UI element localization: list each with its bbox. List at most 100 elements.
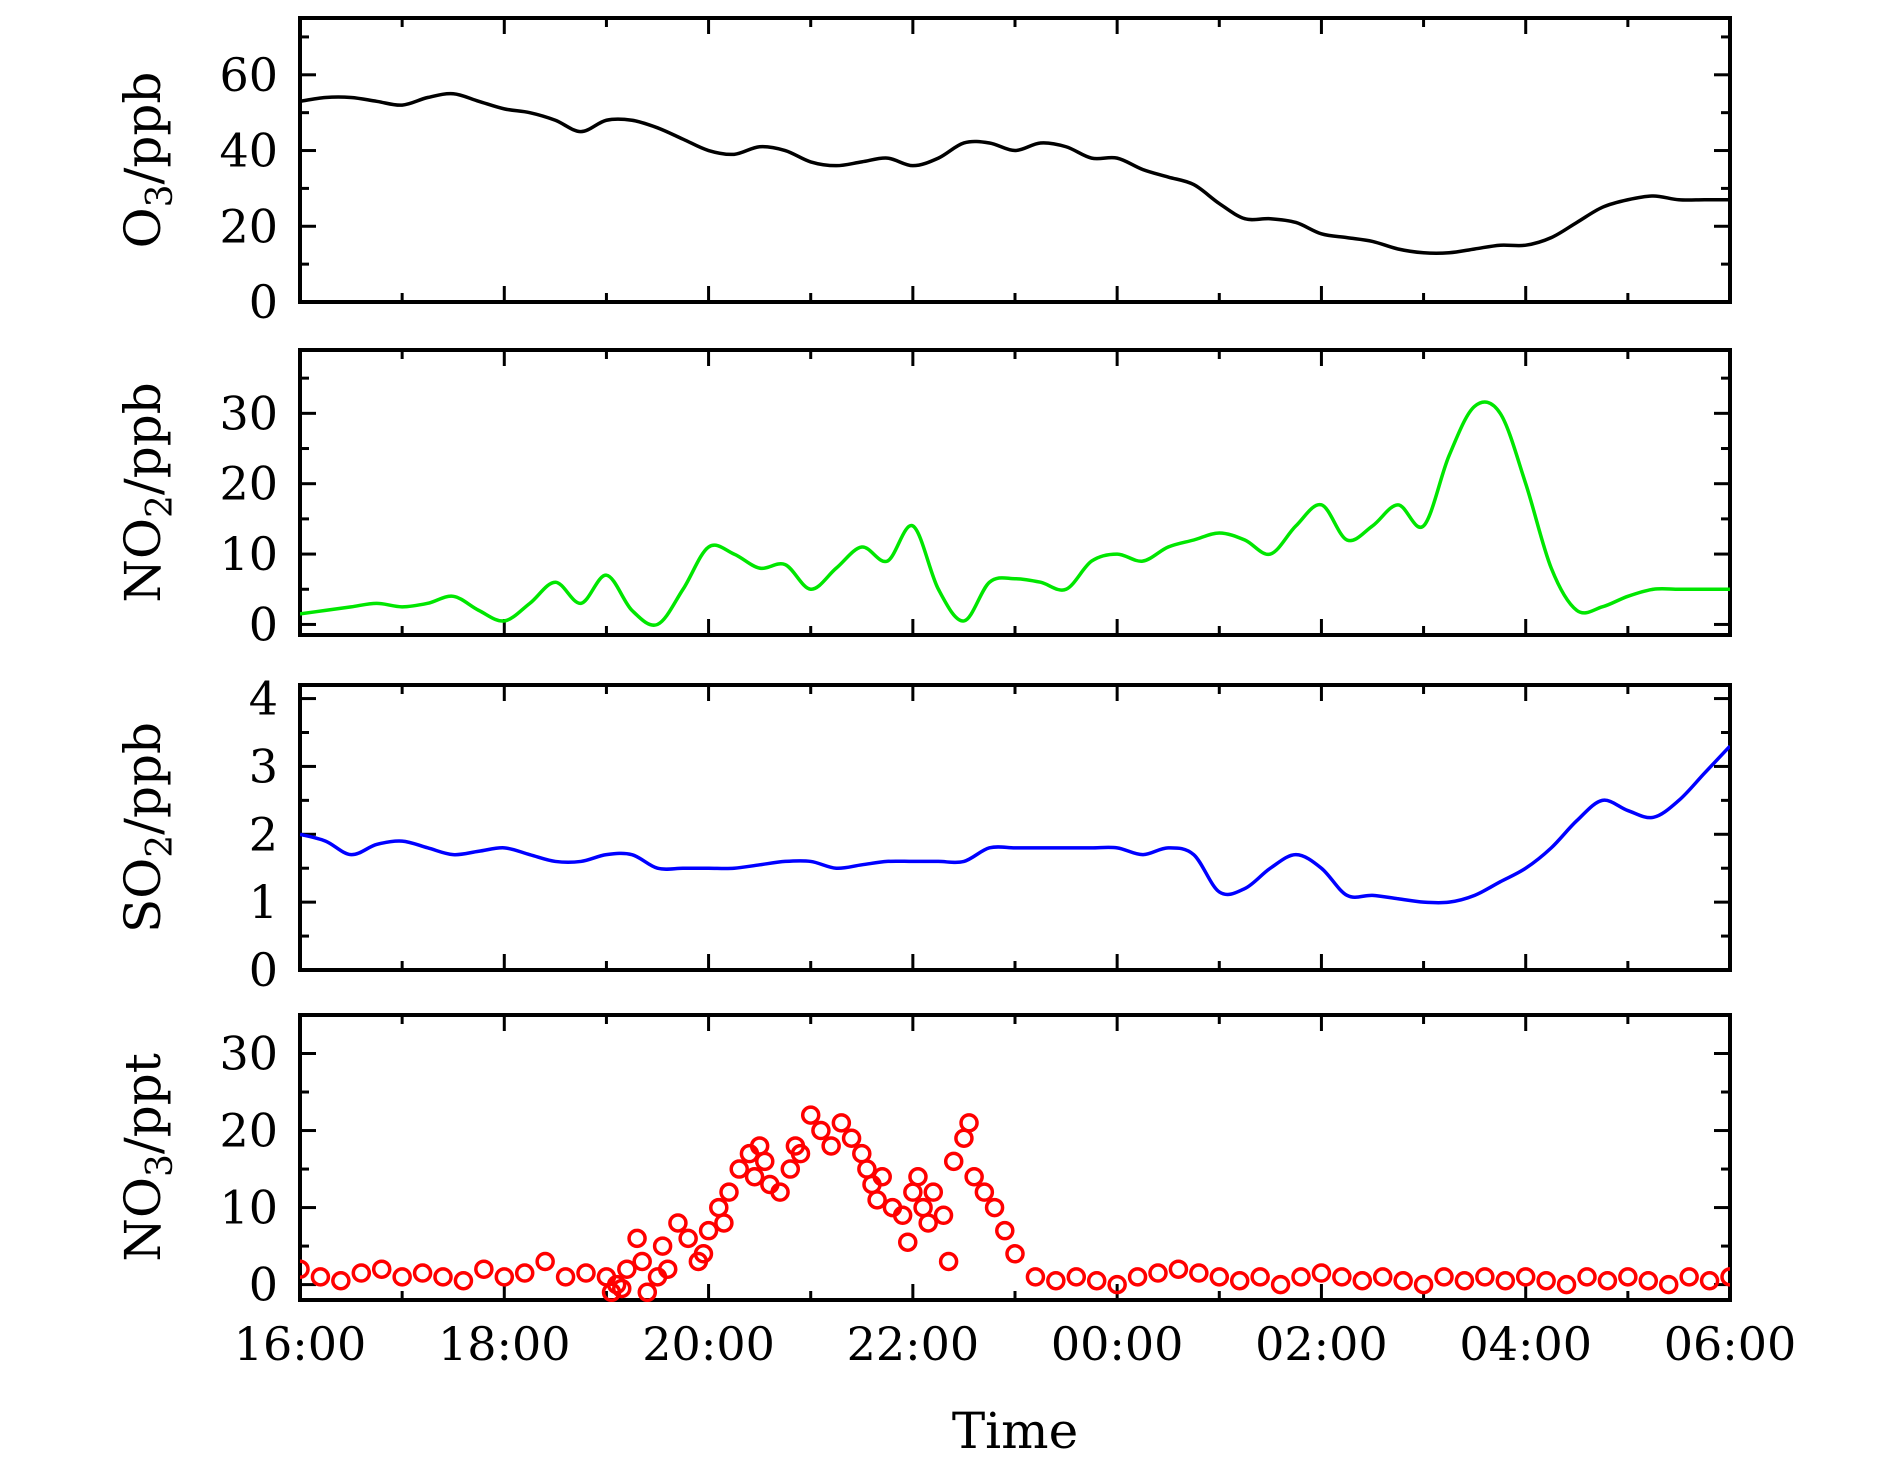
data-point <box>959 1113 979 1133</box>
data-point <box>954 1128 974 1148</box>
data-point <box>412 1263 433 1283</box>
data-point <box>1393 1270 1413 1291</box>
y-tick-label: 4 <box>249 672 278 726</box>
y-axis-title: O3/ppb <box>114 72 181 249</box>
data-point <box>514 1263 535 1283</box>
data-point <box>744 1167 765 1187</box>
plot-frame <box>298 683 1732 972</box>
data-point <box>1046 1270 1066 1291</box>
data-point <box>371 1259 392 1279</box>
data-point <box>693 1244 714 1264</box>
data-point <box>933 1205 954 1226</box>
data-point <box>892 1205 913 1226</box>
data-point <box>1332 1267 1352 1287</box>
data-point <box>474 1259 494 1279</box>
data-point <box>831 1113 852 1133</box>
panel-4: 0 10 20 30 NO3/ppt <box>114 1013 1732 1312</box>
data-point <box>351 1263 372 1283</box>
y-axis-title: NO3/ppt <box>114 1053 181 1262</box>
data-point <box>1189 1263 1209 1283</box>
data-point <box>433 1267 453 1287</box>
data-point <box>1515 1267 1536 1287</box>
x-tick-label: 04:00 <box>1459 1317 1592 1371</box>
series-line <box>300 400 1730 627</box>
data-point <box>903 1182 923 1202</box>
y-axis-title: NO2/ppb <box>114 382 181 603</box>
plot-frame <box>298 1013 1732 1302</box>
data-point <box>898 1232 918 1252</box>
plot-frame <box>298 16 1732 304</box>
x-tick-label: 22:00 <box>847 1317 980 1371</box>
data-point <box>612 1278 632 1299</box>
y-tick-label: 30 <box>219 1027 278 1081</box>
chart-panels: 0204060O3/ppb0102030NO2/ppb01234SO2/ppb0… <box>114 16 1732 1312</box>
data-point <box>1658 1274 1679 1295</box>
data-point <box>1066 1267 1087 1287</box>
data-point <box>995 1220 1015 1241</box>
y-tick-label: 20 <box>219 457 278 511</box>
data-point <box>913 1197 933 1218</box>
data-point <box>1475 1267 1495 1287</box>
data-point <box>652 1236 673 1256</box>
data-point <box>729 1159 749 1179</box>
data-point <box>668 1213 688 1233</box>
y-tick-label: 10 <box>219 527 278 581</box>
x-tick-label: 16:00 <box>234 1317 367 1371</box>
scatter-points <box>300 1105 1730 1303</box>
data-point <box>755 1151 775 1172</box>
data-point <box>918 1213 938 1233</box>
data-point <box>698 1220 719 1241</box>
data-point <box>984 1197 1005 1218</box>
data-point <box>494 1267 515 1287</box>
y-tick-label: 0 <box>249 275 278 329</box>
data-point <box>714 1213 734 1233</box>
data-point <box>1495 1270 1516 1291</box>
data-point <box>1025 1267 1046 1287</box>
data-point <box>1413 1274 1434 1295</box>
data-point <box>1229 1270 1250 1291</box>
y-tick-label: 20 <box>219 199 278 253</box>
data-point <box>300 1259 310 1279</box>
data-point <box>908 1167 928 1187</box>
data-point <box>1291 1267 1311 1287</box>
data-point <box>657 1259 678 1279</box>
panel-1: 0 20 40 60 O3/ppb <box>114 16 1732 329</box>
data-point <box>1168 1259 1189 1279</box>
data-point <box>453 1270 474 1291</box>
data-point <box>872 1167 892 1187</box>
y-tick-label: 3 <box>249 739 278 793</box>
y-tick-label: 60 <box>219 48 278 102</box>
y-tick-label: 10 <box>219 1181 278 1235</box>
panel-2: 0 10 20 30 NO2/ppb <box>114 348 1732 651</box>
data-point <box>1086 1270 1107 1291</box>
data-point <box>923 1182 944 1202</box>
data-point <box>1372 1267 1393 1287</box>
data-point <box>1270 1274 1291 1295</box>
data-point <box>310 1267 331 1287</box>
x-tick-label: 20:00 <box>642 1317 775 1371</box>
data-point <box>1536 1270 1556 1291</box>
data-point <box>867 1190 887 1210</box>
series-line <box>300 91 1730 255</box>
data-point <box>938 1251 959 1272</box>
data-point <box>821 1136 841 1156</box>
data-point <box>1352 1270 1373 1291</box>
data-point <box>576 1263 596 1283</box>
data-point <box>1577 1267 1597 1287</box>
data-point <box>1434 1267 1454 1287</box>
y-tick-label: 40 <box>219 124 278 178</box>
data-point <box>1127 1267 1148 1287</box>
y-tick-label: 30 <box>219 386 278 440</box>
data-point <box>1638 1270 1659 1291</box>
data-point <box>1597 1270 1618 1291</box>
y-tick-label: 1 <box>249 875 278 929</box>
data-point <box>857 1159 877 1179</box>
data-point <box>331 1270 351 1291</box>
data-point <box>1250 1267 1270 1287</box>
data-point <box>627 1228 647 1249</box>
data-point <box>555 1267 576 1287</box>
data-point <box>1005 1244 1025 1264</box>
data-point <box>1618 1267 1638 1287</box>
data-point <box>709 1197 729 1218</box>
